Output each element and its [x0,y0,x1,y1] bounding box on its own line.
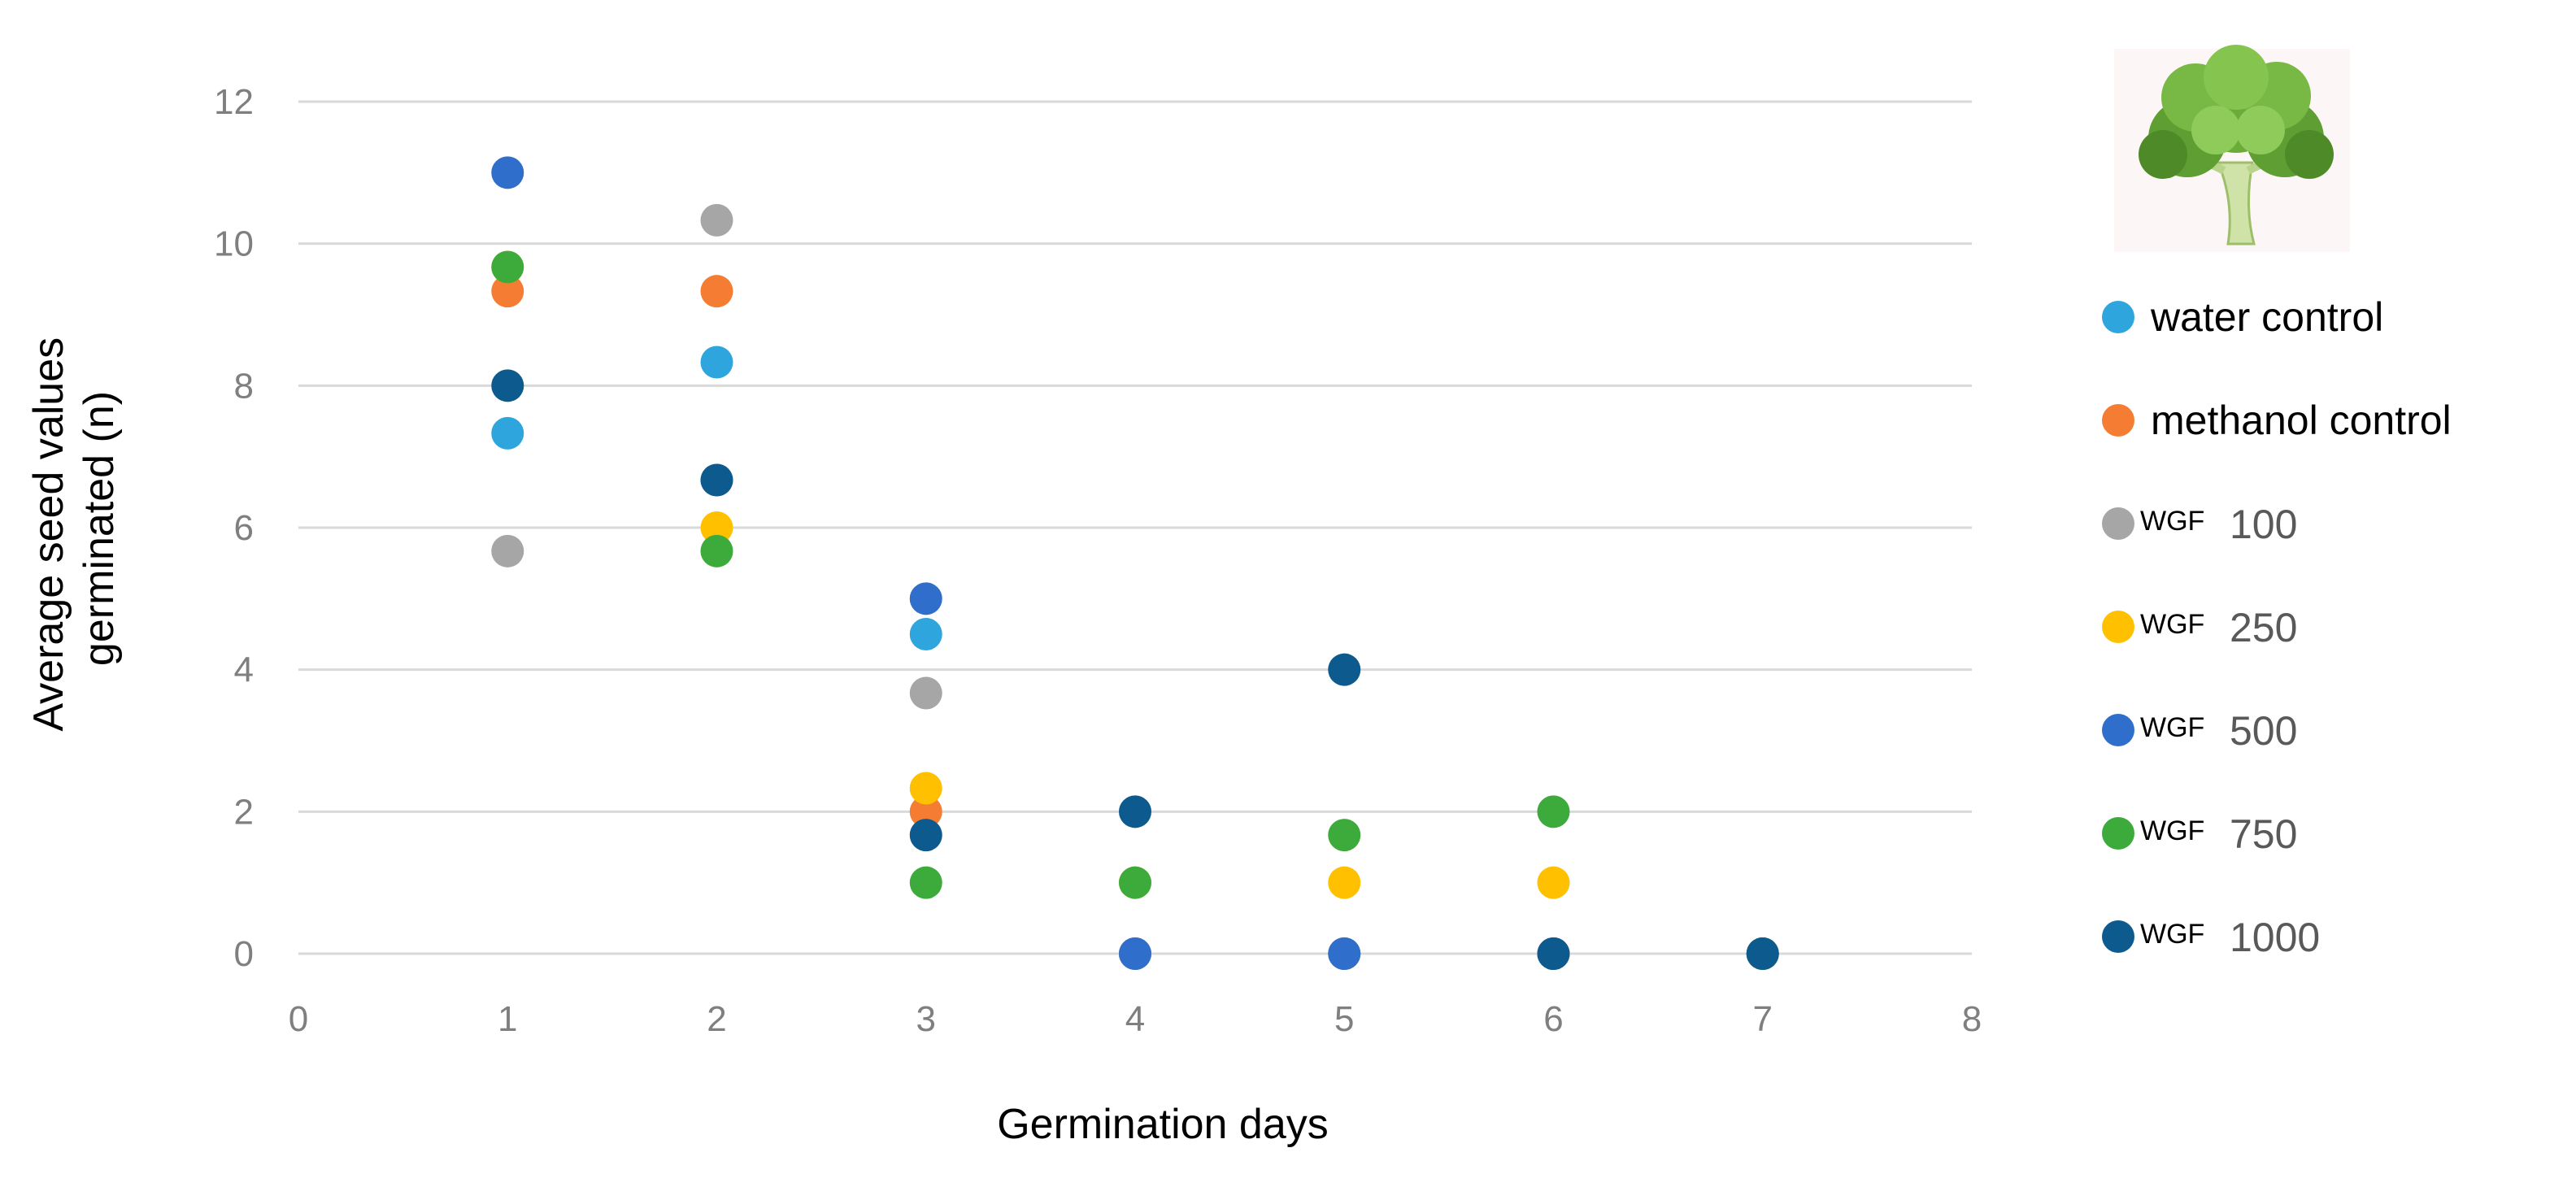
point-wgf-1000-day-2 [700,463,733,497]
point-wgf-750-day-2 [700,534,733,567]
y-tick-label-0: 0 [234,934,254,974]
y-tick-label-12: 12 [214,82,254,122]
point-wgf-1000-day-5 [1328,653,1361,686]
legend: water control methanol control WGF 100 WGF 25… [2102,294,2452,960]
x-tick-label-2: 2 [707,999,726,1039]
y-tick-label-4: 4 [234,650,254,690]
point-water-control-day-2 [700,346,733,379]
x-tick-label-3: 3 [916,999,936,1039]
gridlines [298,100,1972,955]
point-wgf-250-day-6 [1537,866,1570,899]
point-wgf-750-day-5 [1328,819,1361,852]
y-axis-ticks: 0 2 4 6 8 10 12 [214,82,254,974]
x-tick-label-4: 4 [1125,999,1145,1039]
point-wgf-500-day-5 [1328,937,1361,970]
point-water-control-day-1 [491,416,524,450]
y-axis-title: Average seed values germinated (n) [25,325,123,731]
point-wgf-250-day-2 [700,511,733,544]
broccoli-icon [2114,45,2350,252]
x-tick-label-0: 0 [289,999,308,1039]
legend-marker-water-control [2102,301,2134,333]
point-methanol-control-day-2 [700,275,733,308]
point-wgf-500-day-3 [909,582,942,615]
y-tick-label-6: 6 [234,508,254,548]
legend-marker-wgf-100 [2102,507,2134,540]
legend-prefix-wgf-100: WGF [2140,506,2204,537]
x-tick-label-7: 7 [1753,999,1773,1039]
x-axis-ticks: 0 1 2 3 4 5 6 7 8 [289,999,1982,1039]
legend-prefix-wgf-250: WGF [2140,609,2204,640]
legend-label-wgf-1000: 1000 [2230,915,2320,960]
point-wgf-250-day-5 [1328,866,1361,899]
x-tick-label-5: 5 [1334,999,1354,1039]
y-tick-label-2: 2 [234,792,254,832]
legend-marker-wgf-250 [2102,611,2134,643]
point-wgf-750-day-1 [491,250,524,284]
point-wgf-100-day-2 [700,203,733,237]
legend-label-water-control: water control [2150,294,2383,340]
legend-marker-wgf-1000 [2102,920,2134,953]
legend-marker-methanol-control [2102,404,2134,437]
legend-prefix-wgf-1000: WGF [2140,919,2204,950]
point-wgf-250-day-3 [909,772,942,805]
point-wgf-1000-day-7 [1746,937,1779,970]
y-axis-title-line-1: Average seed values [25,337,72,732]
point-wgf-500-day-4 [1119,937,1151,970]
y-tick-label-8: 8 [234,366,254,406]
point-wgf-100-day-3 [909,676,942,710]
point-wgf-750-day-3 [909,866,942,899]
legend-label-wgf-250: 250 [2230,605,2297,650]
point-wgf-100-day-1 [491,534,524,567]
legend-prefix-wgf-500: WGF [2140,712,2204,743]
point-water-control-day-3 [909,618,942,650]
point-methanol-control-day-3 [909,795,942,828]
x-tick-label-8: 8 [1962,999,1982,1039]
y-tick-label-10: 10 [214,224,254,264]
x-tick-label-1: 1 [498,999,517,1039]
legend-label-wgf-750: 750 [2230,811,2297,857]
y-axis-title-line-2: germinated (n) [76,391,123,666]
point-wgf-1000-day-6 [1537,937,1570,970]
point-wgf-750-day-6 [1537,795,1570,828]
point-wgf-500-day-1 [491,156,524,189]
legend-marker-wgf-500 [2102,714,2134,746]
legend-label-wgf-100: 100 [2230,502,2297,547]
legend-marker-wgf-750 [2102,817,2134,850]
x-axis-title: Germination days [997,1101,1329,1148]
point-wgf-1000-day-4 [1119,795,1151,828]
legend-label-methanol-control: methanol control [2151,398,2452,443]
point-wgf-1000-day-3 [909,819,942,852]
point-wgf-750-day-4 [1119,866,1151,899]
legend-label-wgf-500: 500 [2230,708,2297,754]
data-points [491,156,1779,970]
point-methanol-control-day-1 [491,275,524,308]
point-wgf-1000-day-1 [491,369,524,402]
x-tick-label-6: 6 [1543,999,1563,1039]
legend-prefix-wgf-750: WGF [2140,815,2204,846]
